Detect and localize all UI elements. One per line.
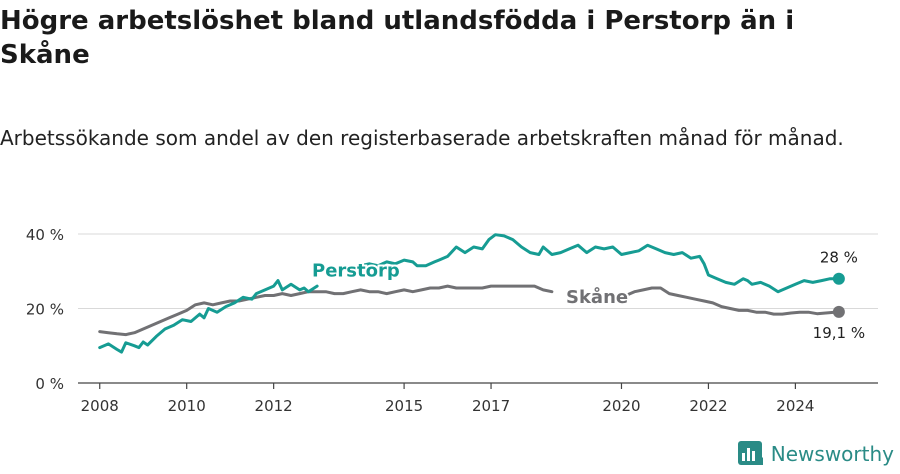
- y-tick-label: 40 %: [26, 226, 64, 244]
- x-tick-label: 2008: [81, 397, 119, 415]
- x-tick-label: 2017: [472, 397, 510, 415]
- series-end-label-skane: 19,1 %: [813, 324, 865, 342]
- brand-name: Newsworthy: [770, 442, 894, 466]
- y-axis: 0 % 20 % 40 %: [26, 226, 64, 393]
- series-labels: Perstorp Skåne 28 % 19,1 %: [310, 249, 865, 342]
- series-end-point-perstorp: [832, 272, 845, 285]
- series-end-label-perstorp: 28 %: [820, 249, 858, 267]
- x-tick-label: 2012: [255, 397, 293, 415]
- x-tick-label: 2022: [689, 397, 727, 415]
- x-tick-label: 2020: [602, 397, 640, 415]
- series-label-perstorp: Perstorp: [312, 260, 400, 281]
- x-tick-label: 2015: [385, 397, 423, 415]
- series-lines: [98, 233, 845, 354]
- x-axis: 2008 2010 2012 2015 2017 2020 2022 2024: [81, 383, 814, 415]
- series-line-perstorp: [98, 233, 841, 354]
- x-tick-label: 2024: [776, 397, 814, 415]
- newsworthy-icon: [737, 441, 763, 465]
- line-chart: 0 % 20 % 40 % 2008 2010 2012 2015 2017 2020 2022…: [26, 226, 878, 415]
- series-end-point-sk-ne: [832, 305, 845, 318]
- series-label-skane: Skåne: [566, 286, 628, 308]
- y-tick-label: 20 %: [26, 301, 64, 319]
- x-tick-label: 2010: [168, 397, 206, 415]
- chart-subtitle: Arbetssökande som andel av den registerb…: [0, 126, 844, 150]
- y-tick-label: 0 %: [35, 375, 64, 393]
- chart-title: Högre arbetslöshet bland utlandsfödda i …: [0, 6, 795, 70]
- brand-logo: Newsworthy: [737, 440, 894, 468]
- series-line-sk-ne: [98, 284, 841, 337]
- grid-lines: [78, 233, 878, 309]
